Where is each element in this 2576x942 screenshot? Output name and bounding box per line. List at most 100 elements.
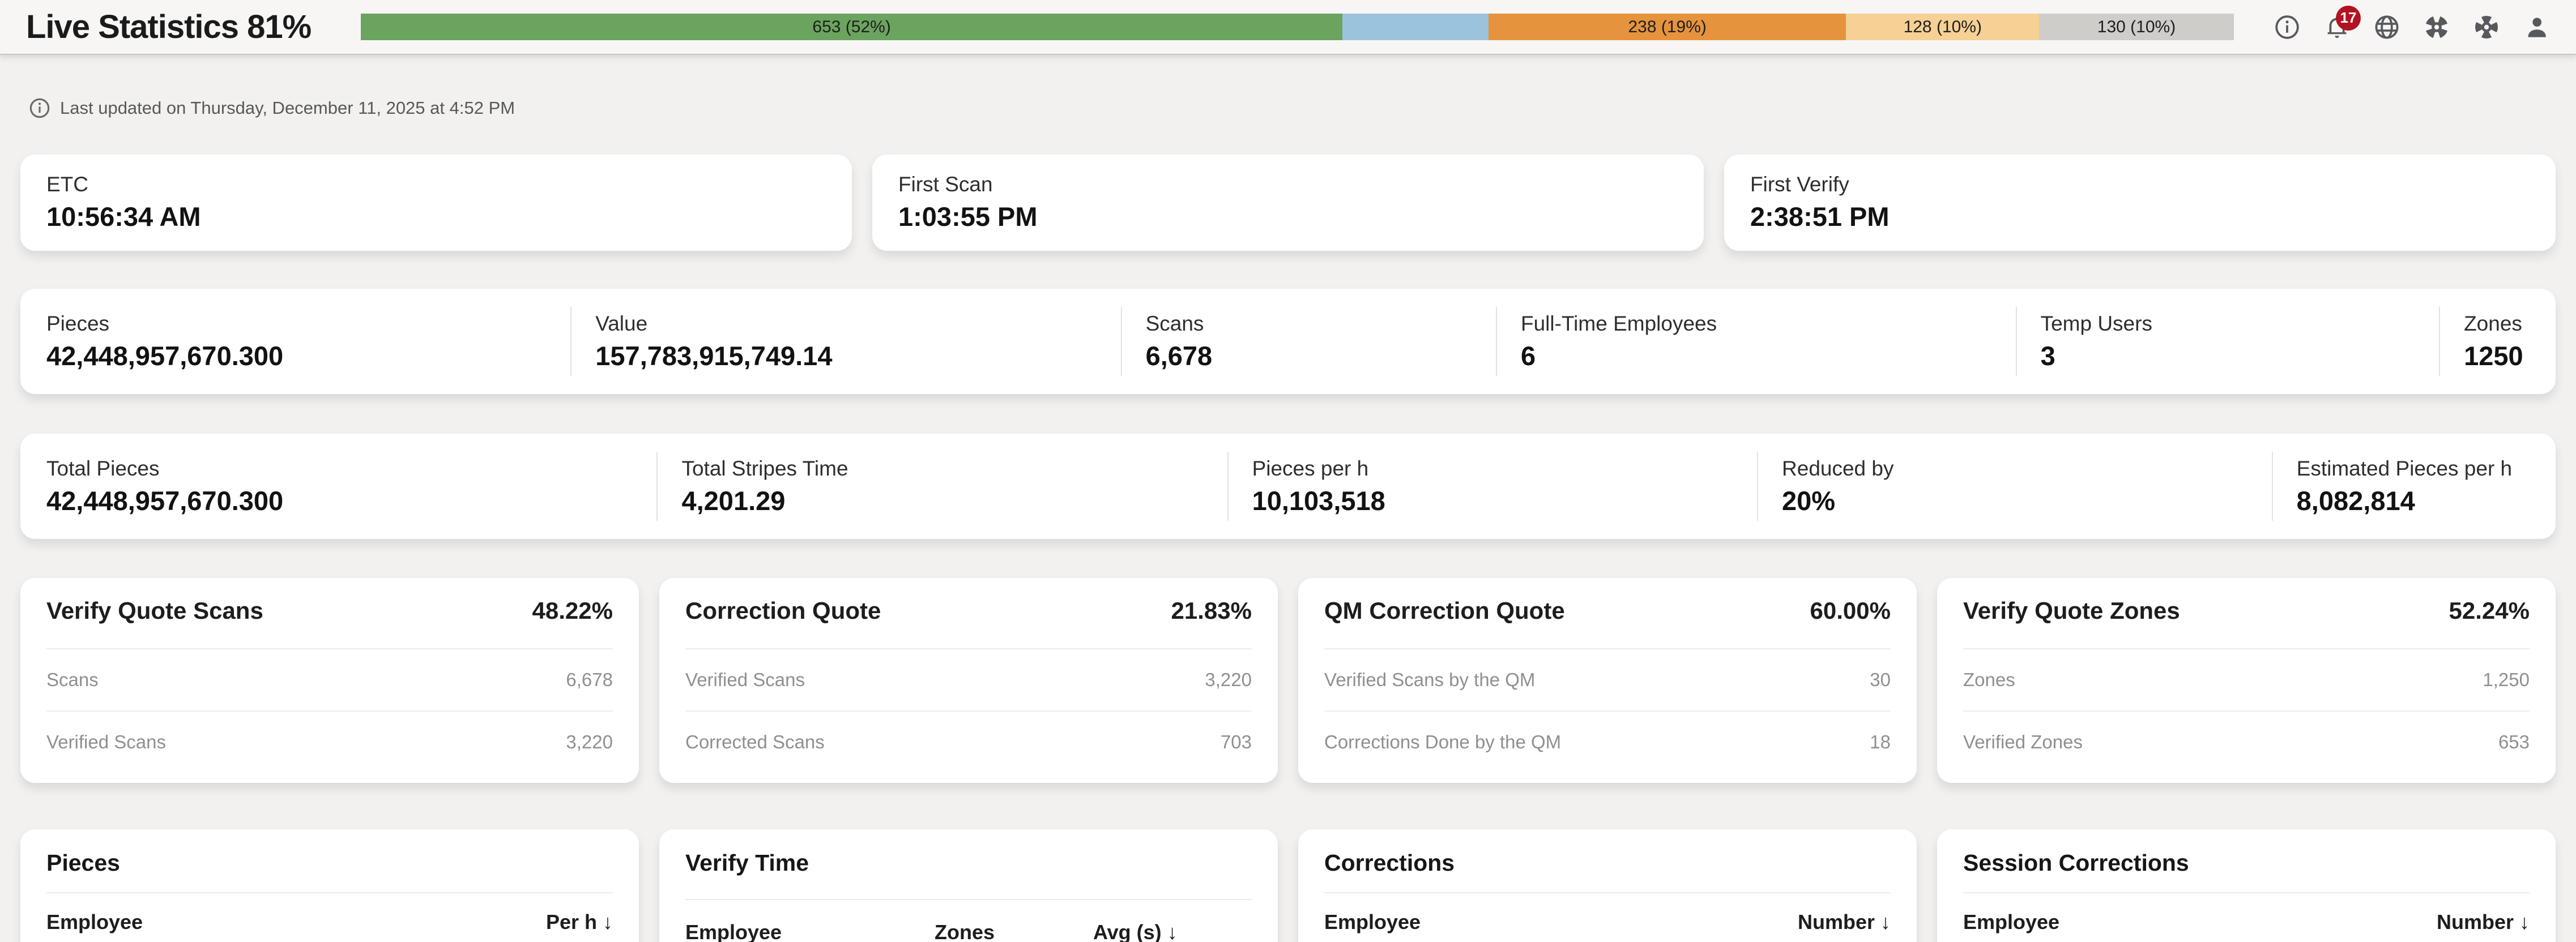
quote-row-label: Verified Scans bbox=[685, 669, 805, 690]
quote-row-value: 6,678 bbox=[566, 669, 613, 690]
stat-value: 1250 bbox=[2464, 340, 2523, 371]
card-title: Verify Quote Scans bbox=[46, 597, 263, 624]
verify-quote-zones-card: Verify Quote Zones 52.24% Zones 1,250 Ve… bbox=[1937, 578, 2556, 783]
quote-row-label: Corrections Done by the QM bbox=[1324, 731, 1562, 752]
stat-scans: Scans 6,678 bbox=[1120, 289, 1496, 394]
quote-cards-row: Verify Quote Scans 48.22% Scans 6,678 Ve… bbox=[20, 578, 2556, 783]
info-button[interactable] bbox=[2274, 14, 2301, 41]
stat-label: First Scan bbox=[898, 173, 993, 196]
quote-row: Scans 6,678 bbox=[46, 649, 613, 710]
quote-row-label: Verified Scans by the QM bbox=[1324, 669, 1536, 690]
quote-row: Corrections Done by the QM 18 bbox=[1324, 710, 1891, 773]
quote-row: Verified Scans 3,220 bbox=[685, 649, 1252, 710]
quote-row-label: Corrected Scans bbox=[685, 731, 825, 752]
stat-pieces: Pieces 42,448,957,670.300 bbox=[20, 289, 570, 394]
sort-desc-icon: ↓ bbox=[1880, 910, 1891, 934]
time-cards-row: ETC 10:56:34 AM First Scan 1:03:55 PM Fi… bbox=[20, 155, 2556, 251]
column-header-zones[interactable]: Zones bbox=[935, 920, 995, 942]
quote-row-value: 653 bbox=[2498, 731, 2530, 752]
stat-label: Value bbox=[595, 311, 648, 335]
notification-badge: 17 bbox=[2336, 5, 2361, 31]
table-title: Pieces bbox=[46, 850, 120, 876]
stat-label: Zones bbox=[2464, 311, 2522, 335]
quote-row-label: Verified Scans bbox=[46, 731, 166, 752]
stat-zones: Zones 1250 bbox=[2439, 289, 2556, 394]
quote-row: Corrected Scans 703 bbox=[685, 710, 1252, 773]
card-percent: 48.22% bbox=[532, 597, 613, 624]
column-header-employee[interactable]: Employee bbox=[685, 920, 782, 942]
column-header-label: Number bbox=[1797, 910, 1875, 934]
stat-value: 2:38:51 PM bbox=[1750, 202, 1890, 232]
quote-row: Verified Scans by the QM 30 bbox=[1324, 649, 1891, 710]
progress-segment: 130 (10%) bbox=[2039, 14, 2234, 40]
column-header-employee[interactable]: Employee bbox=[1324, 910, 1421, 934]
divider bbox=[46, 648, 613, 649]
progress-segment: 653 (52%) bbox=[361, 14, 1342, 40]
divider bbox=[685, 899, 1252, 900]
user-icon bbox=[2528, 17, 2546, 37]
help-button[interactable] bbox=[2473, 14, 2500, 41]
column-header-number[interactable]: Number ↓ bbox=[2437, 910, 2530, 934]
language-button[interactable] bbox=[2373, 14, 2400, 41]
stat-value: 1:03:55 PM bbox=[898, 202, 1038, 232]
card-title: Correction Quote bbox=[685, 597, 881, 624]
verify-quote-scans-card: Verify Quote Scans 48.22% Scans 6,678 Ve… bbox=[20, 578, 639, 783]
table-header-row: Employee Zones Avg (s) ↓ bbox=[685, 920, 1252, 942]
column-header-employee[interactable]: Employee bbox=[46, 910, 143, 934]
stat-value: 3 bbox=[2040, 340, 2055, 371]
card-title: Verify Quote Zones bbox=[1963, 597, 2180, 624]
stat-value: 10:56:34 AM bbox=[46, 202, 201, 232]
divider bbox=[1963, 892, 2530, 893]
column-header-label: Per h bbox=[545, 910, 597, 934]
stat-estimated-pieces-per-h: Estimated Pieces per h 8,082,814 bbox=[2271, 434, 2556, 539]
divider bbox=[1324, 648, 1891, 649]
card-percent: 60.00% bbox=[1810, 597, 1891, 624]
header-icon-bar: 17 bbox=[2274, 5, 2550, 41]
quote-row-value: 703 bbox=[1220, 731, 1252, 752]
card-percent: 21.83% bbox=[1171, 597, 1252, 624]
stat-label: ETC bbox=[46, 173, 88, 196]
sort-desc-icon: ↓ bbox=[603, 910, 613, 934]
progress-segment: 238 (19%) bbox=[1488, 14, 1846, 40]
stat-label: Pieces bbox=[46, 311, 110, 335]
quote-row: Verified Zones 653 bbox=[1963, 710, 2530, 773]
first-scan-card: First Scan 1:03:55 PM bbox=[872, 155, 1704, 251]
progress-segment: 128 (10%) bbox=[1846, 14, 2040, 40]
support-button[interactable] bbox=[2423, 14, 2450, 41]
etc-card: ETC 10:56:34 AM bbox=[20, 155, 852, 251]
first-verify-card: First Verify 2:38:51 PM bbox=[1724, 155, 2556, 251]
stat-value: 4,201.29 bbox=[681, 485, 786, 516]
sort-desc-icon: ↓ bbox=[1167, 920, 1178, 942]
globe-icon bbox=[2375, 15, 2399, 39]
stat-label: Full-Time Employees bbox=[1521, 311, 1717, 335]
stat-value-total: Value 157,783,915,749.14 bbox=[570, 289, 1120, 394]
info-icon bbox=[2275, 15, 2299, 39]
column-header-number[interactable]: Number ↓ bbox=[1798, 910, 1891, 934]
column-header-avg-s[interactable]: Avg (s) ↓ bbox=[1093, 920, 1252, 942]
stat-temp-users: Temp Users 3 bbox=[2015, 289, 2439, 394]
app-header: Live Statistics 81% 653 (52%) 238 (19%) 12… bbox=[0, 0, 2576, 55]
user-menu-button[interactable] bbox=[2523, 14, 2550, 41]
stat-total-stripes-time: Total Stripes Time 4,201.29 bbox=[656, 434, 1227, 539]
card-percent: 52.24% bbox=[2449, 597, 2530, 624]
column-header-per-h[interactable]: Per h ↓ bbox=[546, 910, 613, 934]
stat-label: Total Pieces bbox=[46, 456, 160, 480]
dashboard-main: Last updated on Thursday, December 11, 2… bbox=[0, 97, 2576, 942]
quote-row: Verified Scans 3,220 bbox=[46, 710, 613, 773]
column-header-employee[interactable]: Employee bbox=[1963, 910, 2060, 934]
notifications-button[interactable]: 17 bbox=[2323, 5, 2361, 41]
stat-label: First Verify bbox=[1750, 173, 1849, 196]
column-header-label: Number bbox=[2436, 910, 2514, 934]
stat-value: 6 bbox=[1521, 340, 1536, 371]
quote-row-label: Scans bbox=[46, 669, 99, 690]
divider bbox=[46, 892, 613, 893]
table-header-row: Employee Number ↓ bbox=[1324, 910, 1891, 934]
stat-value: 10,103,518 bbox=[1252, 485, 1385, 516]
pieces-table-card: Pieces Employee Per h ↓ bbox=[20, 829, 639, 942]
stat-label: Reduced by bbox=[1782, 456, 1894, 480]
last-updated-text: Last updated on Thursday, December 11, 2… bbox=[60, 98, 515, 118]
stat-full-time-employees: Full-Time Employees 6 bbox=[1496, 289, 2016, 394]
quote-row-value: 18 bbox=[1870, 731, 1891, 752]
stat-label: Pieces per h bbox=[1252, 456, 1369, 480]
quote-row-label: Verified Zones bbox=[1963, 731, 2083, 752]
